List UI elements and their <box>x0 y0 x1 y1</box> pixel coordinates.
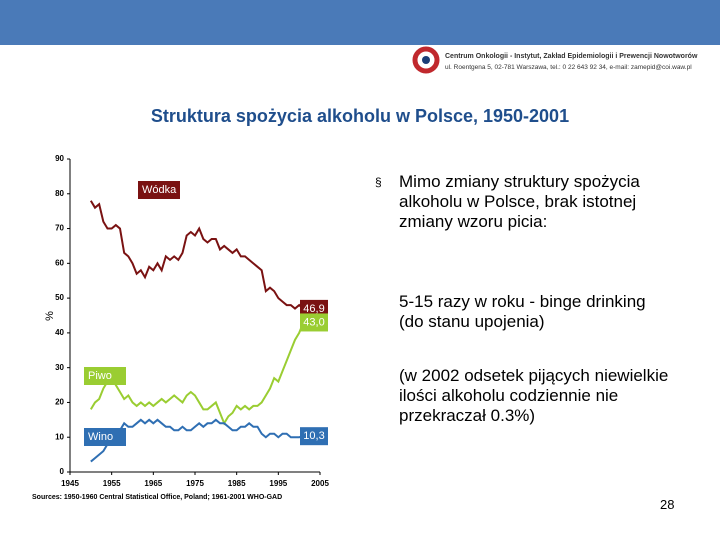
x-tick-label: 1995 <box>269 479 287 488</box>
value-label-box <box>300 427 328 446</box>
y-axis-label: % <box>44 311 56 321</box>
bullet: § Mimo zmiany struktury spożycia alkoholu… <box>375 172 669 232</box>
series-line <box>89 322 305 426</box>
value-label-box <box>300 313 328 332</box>
institution: Centrum Onkologii - Instytut, Zakład Epi… <box>445 53 698 60</box>
address: ul. Roentgena 5, 02-781 Warszawa, tel.: … <box>445 64 692 71</box>
y-tick-label: 30 <box>55 363 64 372</box>
series-label-box <box>84 428 126 446</box>
x-tick-label: 1945 <box>61 479 79 488</box>
series-label: Wino <box>88 431 113 443</box>
series-label: Piwo <box>88 370 112 382</box>
bullet-marker: § <box>375 175 382 189</box>
bullet: (w 2002 odsetek pijących niewielkie iloś… <box>399 366 669 425</box>
y-tick-label: 10 <box>55 432 64 441</box>
x-tick-label: 1955 <box>103 479 121 488</box>
logo-dot <box>422 56 430 64</box>
value-label: 43,0 <box>303 316 324 328</box>
series-line <box>89 200 305 310</box>
y-tick-label: 40 <box>55 328 64 337</box>
value-label: 10,3 <box>303 430 324 442</box>
value-label-box <box>300 299 328 318</box>
series-label-box <box>84 367 126 385</box>
y-tick-label: 80 <box>55 189 64 198</box>
bullet-text: Mimo zmiany struktury spożycia alkoholu … <box>399 172 640 231</box>
y-tick-label: 60 <box>55 258 64 267</box>
y-tick-label: 50 <box>55 293 64 302</box>
series-line <box>90 418 304 463</box>
y-tick-label: 0 <box>60 467 65 476</box>
bullet: 5-15 razy w roku - binge drinking (do st… <box>399 292 646 331</box>
y-tick-label: 90 <box>55 154 64 163</box>
series-label-box <box>138 181 180 199</box>
value-label: 46,9 <box>303 303 324 315</box>
y-tick-label: 70 <box>55 224 64 233</box>
header-bar <box>0 0 720 45</box>
series-label: Wódka <box>142 184 177 196</box>
x-tick-label: 1975 <box>186 479 204 488</box>
source: Sources: 1950-1960 Central Statistical O… <box>32 494 282 501</box>
x-tick-label: 1985 <box>228 479 246 488</box>
page-number: 28 <box>660 497 675 512</box>
chart-title: Struktura spożycia alkoholu w Polsce, 19… <box>150 106 570 126</box>
logo <box>412 46 440 74</box>
y-tick-label: 20 <box>55 398 64 407</box>
x-tick-label: 2005 <box>311 479 329 488</box>
x-tick-label: 1965 <box>144 479 162 488</box>
